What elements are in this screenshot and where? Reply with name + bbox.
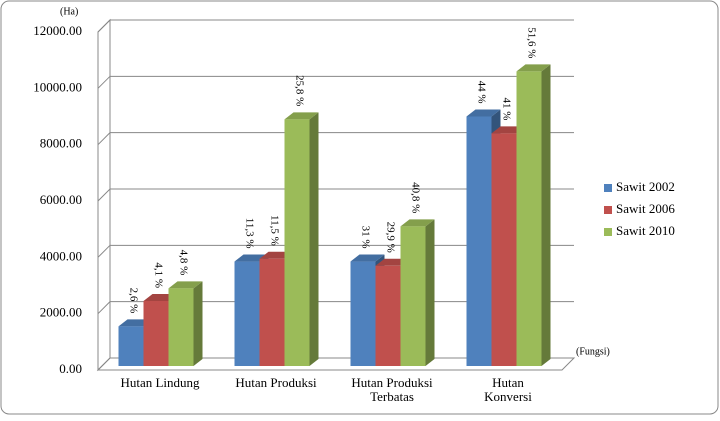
bar-top: [284, 112, 319, 120]
bar-top: [516, 64, 551, 72]
bar: [491, 133, 517, 366]
legend-label: Sawit 2006: [616, 201, 675, 216]
legend-swatch: [604, 184, 612, 192]
data-annotation: 29,9 %: [384, 222, 396, 253]
data-annotation: 41 %: [500, 97, 512, 120]
bar-side: [309, 112, 319, 366]
bar: [259, 258, 285, 366]
data-annotation: 11,3 %: [243, 218, 255, 249]
data-annotation: 11,5 %: [268, 215, 280, 246]
y-tick-label: 12000.00: [33, 23, 82, 38]
bar: [400, 226, 426, 366]
legend-swatch: [604, 228, 612, 236]
bar-top: [168, 281, 203, 289]
data-annotation: 44 %: [475, 81, 487, 104]
grid-line: [97, 132, 574, 146]
legend-label: Sawit 2002: [616, 179, 675, 194]
data-annotation: 4,8 %: [177, 250, 189, 276]
grid-line: [97, 75, 574, 89]
y-tick-label: 8000.00: [40, 136, 82, 151]
grid-line: [97, 188, 574, 202]
bar: [284, 119, 310, 366]
x-axis-label: (Fungsi): [576, 346, 610, 357]
data-annotation: 51,6 %: [525, 27, 537, 58]
x-tick-label: Hutan Konversi: [484, 375, 532, 404]
x-tick-label: Hutan Lindung: [120, 375, 200, 390]
y-tick-label: 10000.00: [33, 79, 82, 94]
bar-side: [541, 64, 551, 366]
x-tick-label: Hutan Produksi: [235, 375, 317, 390]
bar-top: [466, 109, 501, 117]
y-tick-label: 4000.00: [40, 248, 82, 263]
bar: [118, 326, 144, 366]
bar-top: [400, 219, 435, 227]
data-annotation: 4,1 %: [152, 262, 164, 288]
bar: [375, 265, 401, 366]
bar: [516, 71, 542, 366]
x-tick-label: Hutan Produksi Terbatas: [351, 375, 433, 404]
y-tick-label: 0.00: [59, 361, 82, 376]
bar: [234, 261, 260, 366]
legend-label: Sawit 2010: [616, 223, 675, 238]
bar-side: [425, 219, 435, 366]
bar: [168, 288, 194, 366]
bar: [350, 261, 376, 366]
y-axis-label: (Ha): [60, 6, 78, 17]
bar-top: [350, 254, 385, 262]
bar: [143, 300, 169, 366]
data-annotation: 31 %: [359, 226, 371, 249]
y-tick-label: 6000.00: [40, 192, 82, 207]
data-annotation: 40,8 %: [409, 182, 421, 213]
data-annotation: 25,8 %: [293, 75, 305, 106]
legend-swatch: [604, 206, 612, 214]
data-annotation: 2,6 %: [127, 288, 139, 314]
y-tick-label: 2000.00: [40, 305, 82, 320]
bar: [466, 116, 492, 366]
grid-line: [97, 19, 574, 33]
bar-side: [193, 281, 203, 366]
